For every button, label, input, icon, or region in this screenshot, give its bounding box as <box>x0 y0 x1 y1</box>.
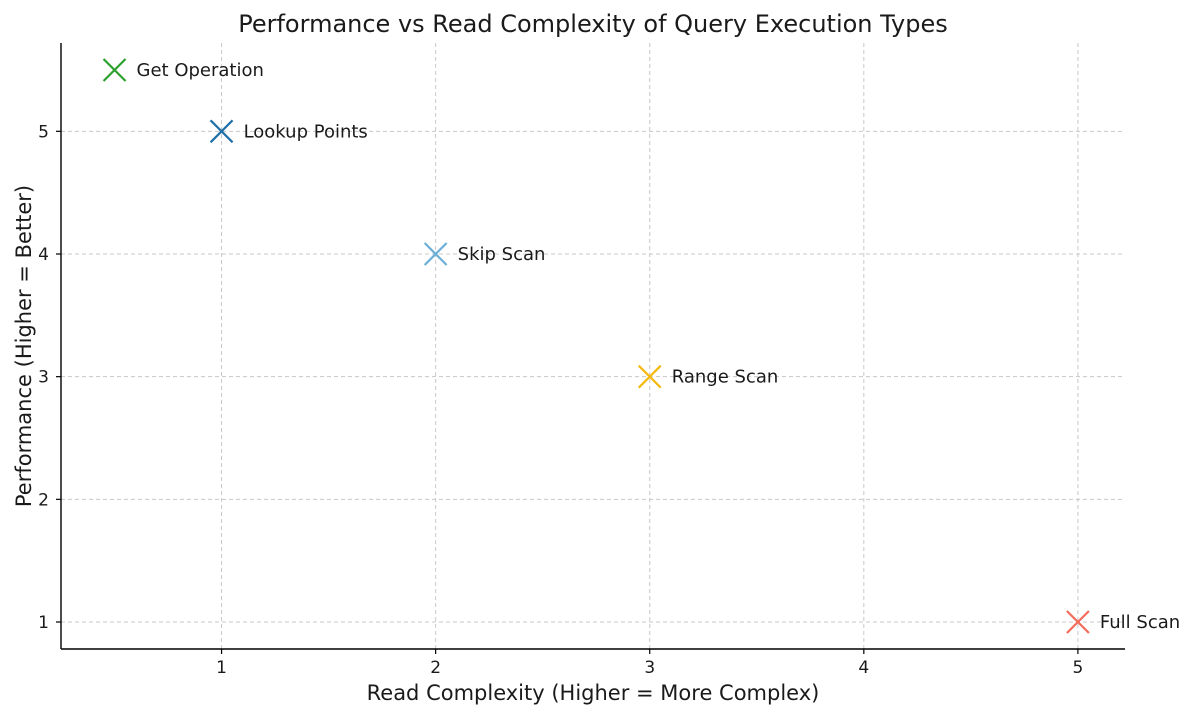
y-axis-label: Performance (Higher = Better) <box>12 185 36 507</box>
y-ticks: 1 2 3 4 5 <box>38 122 61 633</box>
point-label: Full Scan <box>1100 612 1180 633</box>
point-label: Skip Scan <box>458 244 546 265</box>
point-label: Range Scan <box>672 367 779 388</box>
x-marker <box>209 119 234 144</box>
y-tick-label: 3 <box>38 368 49 388</box>
x-marker <box>102 58 127 82</box>
x-tick-label: 3 <box>644 658 655 678</box>
y-tick-label: 2 <box>38 490 49 510</box>
y-tick-label: 1 <box>38 613 49 633</box>
chart-title: Performance vs Read Complexity of Query … <box>238 10 948 38</box>
data-point: Full Scan <box>1066 610 1180 634</box>
data-point: Get Operation <box>102 58 264 82</box>
y-tick-label: 5 <box>38 122 49 142</box>
data-point: Skip Scan <box>423 242 546 266</box>
point-label: Lookup Points <box>244 121 368 142</box>
x-marker <box>1066 610 1090 634</box>
data-point: Lookup Points <box>209 119 368 144</box>
x-marker <box>423 242 448 266</box>
x-tick-label: 4 <box>858 658 869 678</box>
x-tick-label: 1 <box>216 658 227 678</box>
x-marker <box>637 364 662 389</box>
x-ticks: 1 2 3 4 5 <box>216 649 1083 678</box>
y-tick-label: 4 <box>38 245 49 265</box>
data-point: Range Scan <box>637 364 779 389</box>
x-axis-label: Read Complexity (Higher = More Complex) <box>367 681 820 705</box>
x-tick-label: 5 <box>1072 658 1083 678</box>
point-label: Get Operation <box>137 60 264 81</box>
axes <box>60 43 1125 650</box>
data-points: Get Operation Lookup Points Skip Scan Range… <box>102 58 1180 634</box>
grid <box>61 43 1125 649</box>
x-tick-label: 2 <box>430 658 441 678</box>
